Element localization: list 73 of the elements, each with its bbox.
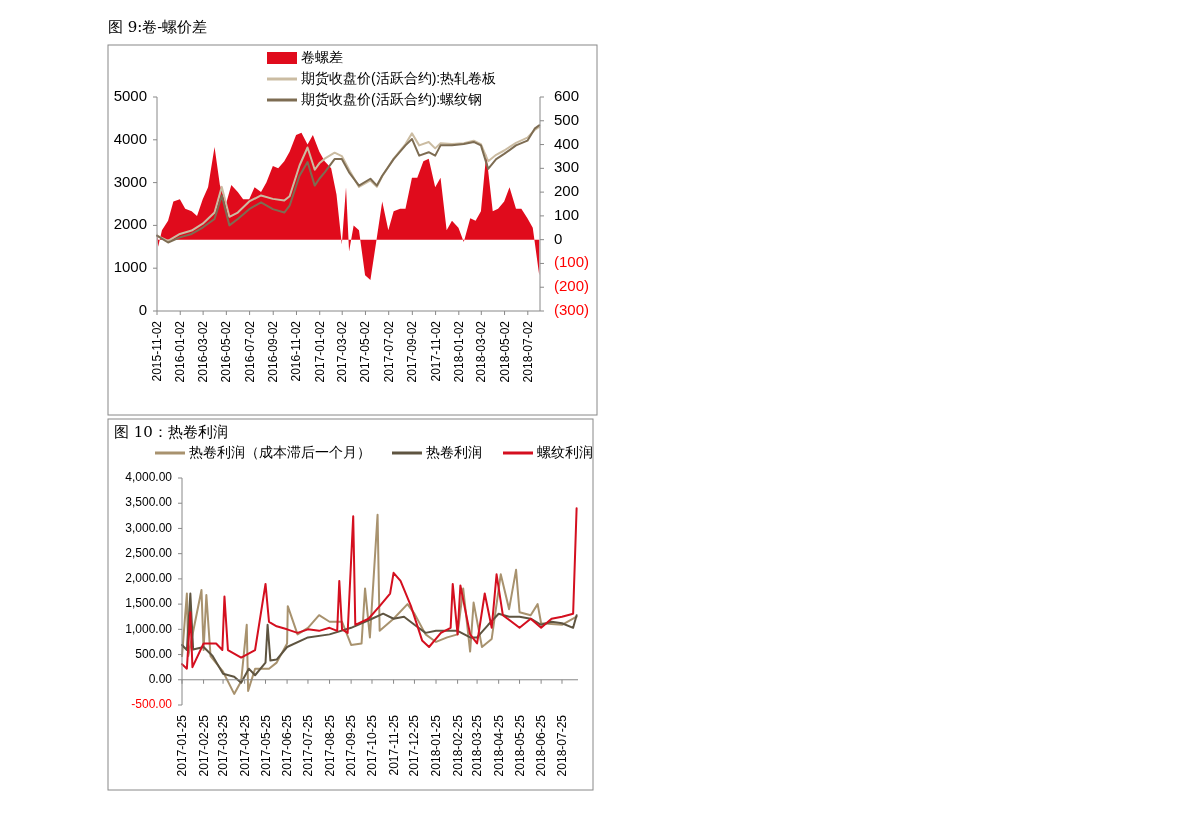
x-tick-label: 2018-07-25: [554, 714, 569, 777]
x-tick-label: 2018-07-02: [520, 320, 535, 383]
x-tick-label: 2017-02-25: [196, 714, 211, 777]
legend-label: 热卷利润: [426, 443, 482, 460]
x-tick-label: 2015-11-02: [150, 320, 164, 382]
x-tick-label: 2017-01-25: [175, 714, 189, 777]
y-tick-label: 5000: [113, 86, 147, 104]
x-tick-label: 2018-04-25: [491, 714, 506, 777]
y-tick-label: -500.00: [131, 697, 173, 712]
y-tick-label: 3,000.00: [125, 520, 173, 535]
x-tick-label: 2017-04-25: [237, 714, 252, 777]
x-tick-label: 2018-03-25: [470, 714, 485, 777]
x-tick-label: 2018-01-02: [451, 320, 466, 383]
x-tick-label: 2017-01-02: [312, 320, 327, 383]
line-series: [181, 507, 578, 670]
legend-label: 热卷利润（成本滞后一个月）: [189, 443, 371, 460]
x-tick-label: 2016-11-02: [289, 320, 304, 382]
line-series: [181, 513, 578, 695]
y2-tick-label: 500: [554, 110, 580, 128]
x-tick-label: 2017-06-25: [280, 714, 295, 777]
y2-tick-label: 600: [554, 86, 580, 104]
x-tick-label: 2017-11-02: [428, 320, 443, 382]
x-tick-label: 2016-07-02: [242, 320, 257, 383]
chart-title: 图 10：热卷利润: [114, 423, 228, 441]
x-tick-label: 2017-07-25: [300, 714, 315, 777]
y-tick-label: 2000: [113, 215, 147, 233]
y2-tick-label: (300): [554, 300, 590, 318]
legend-label: 卷螺差: [301, 48, 343, 65]
y-tick-label: 3,500.00: [125, 495, 173, 510]
y-tick-label: 0: [138, 300, 147, 318]
y-tick-label: 2,000.00: [125, 571, 173, 586]
y2-tick-label: 100: [554, 205, 580, 223]
line-series: [181, 592, 578, 684]
x-tick-label: 2017-07-02: [381, 320, 396, 383]
x-tick-label: 2017-09-02: [405, 320, 420, 383]
legend-label: 期货收盘价(活跃合约):热轧卷板: [301, 69, 497, 86]
x-tick-label: 2017-08-25: [322, 714, 337, 777]
x-tick-label: 2017-03-02: [335, 320, 350, 383]
x-tick-label: 2017-05-25: [258, 714, 273, 777]
y2-tick-label: 400: [554, 134, 580, 152]
y2-tick-label: 0: [554, 229, 563, 247]
y2-tick-label: 300: [554, 158, 580, 176]
legend-label: 期货收盘价(活跃合约):螺纹钢: [301, 90, 483, 107]
legend-label: 螺纹利润: [537, 443, 593, 460]
y-tick-label: 0.00: [148, 671, 173, 686]
y-tick-label: 3000: [113, 172, 147, 190]
y-tick-label: 2,500.00: [125, 545, 173, 560]
x-tick-label: 2018-02-25: [450, 714, 465, 777]
y2-tick-label: 200: [554, 182, 580, 200]
x-tick-label: 2017-11-25: [386, 714, 401, 776]
x-tick-label: 2018-05-02: [497, 320, 512, 383]
x-tick-label: 2018-01-25: [429, 714, 444, 777]
x-tick-label: 2018-05-25: [512, 714, 527, 777]
x-tick-label: 2018-06-25: [534, 714, 549, 777]
x-tick-label: 2016-05-02: [219, 320, 234, 383]
x-tick-label: 2017-10-25: [365, 714, 379, 777]
x-tick-label: 2017-05-02: [358, 320, 373, 383]
x-tick-label: 2016-09-02: [266, 320, 281, 383]
chart-title: 图 9:卷-螺价差: [108, 18, 208, 36]
y-tick-label: 4000: [113, 129, 147, 147]
y2-tick-label: (100): [554, 253, 590, 271]
x-tick-label: 2017-03-25: [216, 714, 231, 777]
x-tick-label: 2017-09-25: [344, 714, 359, 777]
x-tick-label: 2016-03-02: [196, 320, 211, 383]
y-tick-label: 1,000.00: [125, 621, 173, 636]
y-tick-label: 4,000.00: [125, 470, 173, 485]
y2-tick-label: (200): [554, 277, 590, 295]
x-tick-label: 2016-01-02: [173, 320, 188, 383]
y-tick-label: 1,500.00: [125, 596, 173, 611]
y-tick-label: 500.00: [135, 646, 173, 661]
x-tick-label: 2018-03-02: [474, 320, 489, 383]
y-tick-label: 1000: [113, 258, 147, 276]
x-tick-label: 2017-12-25: [407, 714, 422, 777]
